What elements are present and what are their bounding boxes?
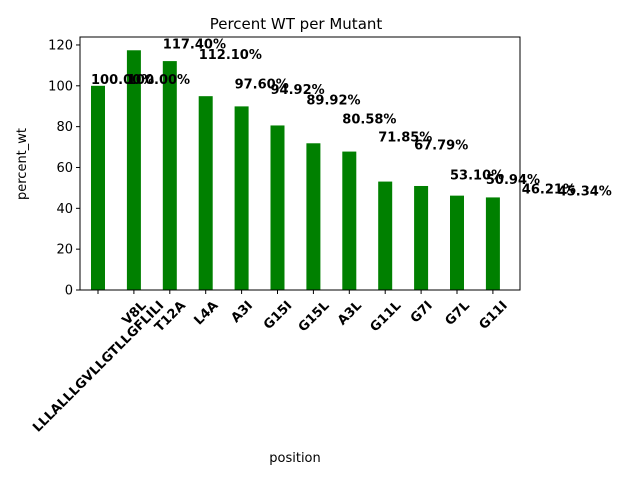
bar — [485, 197, 500, 290]
y-tick-label: 0 — [65, 284, 73, 299]
x-axis-label: position — [269, 451, 321, 466]
chart-title: Percent WT per Mutant — [210, 15, 383, 33]
value-label: 53.10% — [450, 169, 504, 184]
value-label: 46.21% — [522, 183, 576, 198]
bar — [378, 181, 393, 290]
value-label: 50.94% — [486, 173, 540, 188]
bar — [270, 125, 285, 290]
y-tick-label: 60 — [56, 161, 73, 176]
bar — [342, 151, 357, 290]
bar — [198, 96, 213, 290]
value-label: 94.92% — [271, 83, 325, 98]
value-label: 100.00% — [127, 73, 190, 88]
plot-frame — [79, 36, 521, 291]
value-label: 97.60% — [235, 78, 289, 93]
y-tick-label: 20 — [56, 243, 73, 258]
bar — [162, 61, 177, 290]
bar — [234, 106, 249, 291]
value-label: 45.34% — [558, 184, 612, 199]
bar — [450, 195, 464, 290]
y-tick-label: 100 — [48, 79, 73, 94]
bar — [126, 50, 141, 291]
value-label: 71.85% — [378, 130, 432, 145]
value-label: 112.10% — [199, 48, 262, 63]
value-label: 100.00% — [91, 73, 154, 88]
y-tick-label: 40 — [56, 202, 73, 217]
value-label: 80.58% — [342, 112, 396, 127]
bar — [306, 143, 321, 290]
bar — [91, 85, 105, 290]
y-tick-label: 120 — [48, 38, 73, 53]
value-label: 117.40% — [163, 37, 226, 52]
bar — [414, 185, 429, 290]
y-axis-label: percent_wt — [15, 128, 30, 200]
y-tick-label: 80 — [56, 120, 73, 135]
value-label: 89.92% — [306, 93, 360, 108]
value-label: 67.79% — [414, 139, 468, 154]
